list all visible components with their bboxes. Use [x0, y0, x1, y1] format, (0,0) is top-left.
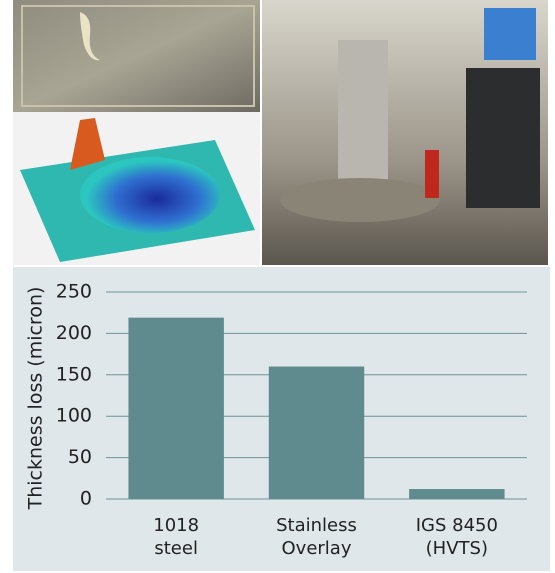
x-tick-label: 1018 steel [106, 514, 246, 560]
bar [409, 489, 504, 499]
bar [269, 367, 364, 499]
lab-cabinet [466, 68, 540, 208]
scan-pit [80, 157, 220, 233]
y-tick-label: 100 [56, 405, 92, 427]
page: Thickness loss (micron) 050100150200250 … [0, 0, 555, 573]
lab-vessel [338, 40, 388, 180]
y-tick-label: 250 [56, 281, 92, 303]
bar [128, 318, 223, 499]
photos [13, 0, 548, 265]
x-tick-label: IGS 8450 (HVTS) [387, 514, 527, 560]
photo-plate [13, 0, 260, 112]
chart: Thickness loss (micron) 0 50 100 150 200 250 [0, 0, 555, 573]
y-axis-label: Thickness loss (micron) [25, 287, 47, 511]
lab-table [280, 178, 440, 222]
y-tick-label: 50 [68, 446, 92, 468]
y-tick-label: 200 [56, 322, 92, 344]
lab-extinguisher [425, 150, 439, 198]
y-tick-label: 0 [80, 488, 92, 510]
x-tick-label: Stainless Overlay [247, 514, 387, 560]
y-tick-label: 150 [56, 363, 92, 385]
lab-chiller [484, 8, 536, 60]
